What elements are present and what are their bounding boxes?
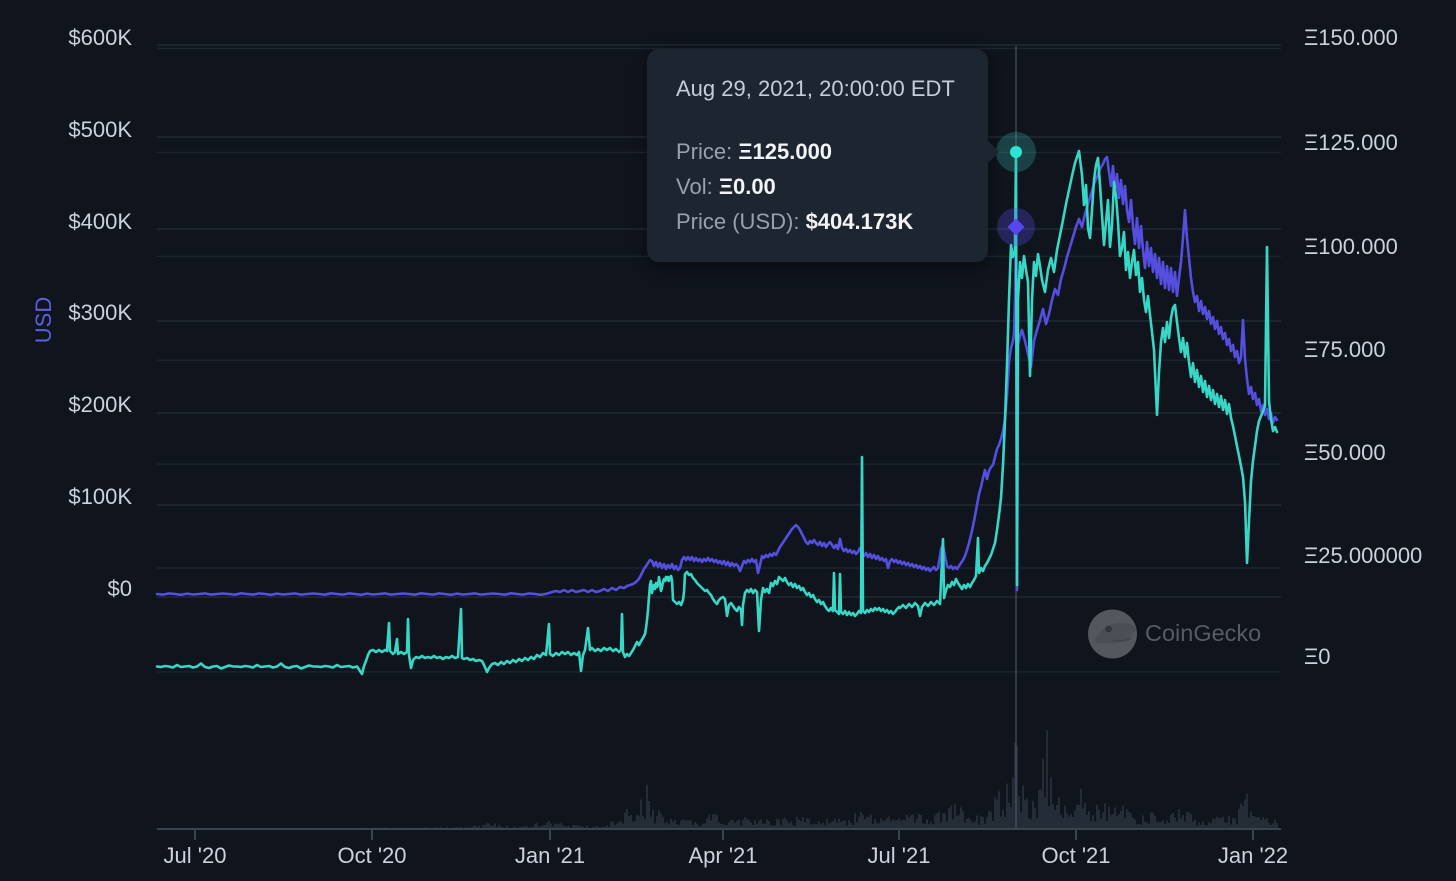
svg-text:CoinGecko: CoinGecko bbox=[1145, 620, 1261, 646]
